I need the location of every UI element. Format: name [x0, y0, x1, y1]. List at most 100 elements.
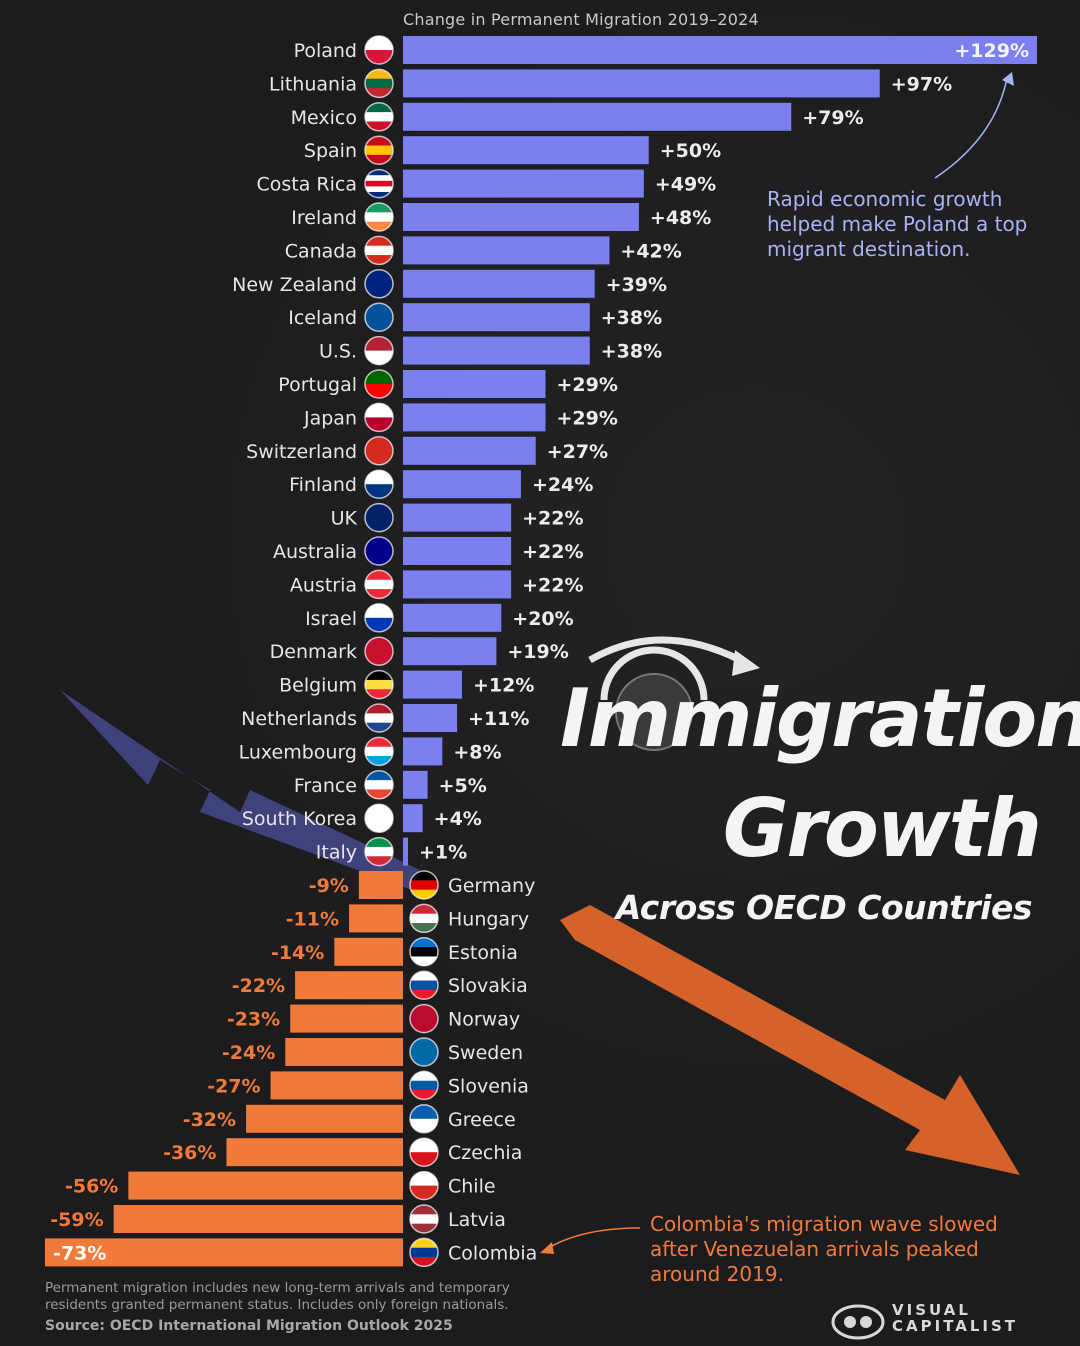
value-label-netherlands: +11%	[468, 708, 529, 730]
flag-icon-belgium	[364, 669, 394, 700]
value-label-uk: +22%	[522, 508, 583, 530]
flag-icon-slovenia	[409, 1070, 439, 1101]
flag-icon-chile	[409, 1170, 439, 1201]
value-label-poland: +129%	[954, 40, 1029, 62]
visual-capitalist-logo: VISUAL CAPITALIST	[830, 1298, 1030, 1342]
colombia-arrowhead-icon	[540, 1242, 554, 1254]
flag-icon-finland	[364, 469, 394, 499]
value-label-south-korea: +4%	[434, 808, 482, 830]
country-label-czechia: Czechia	[448, 1142, 522, 1164]
country-label-new-zealand: New Zealand	[232, 274, 357, 296]
flag-icon-estonia	[409, 937, 439, 967]
bar-luxembourg	[403, 737, 443, 766]
flag-icon-italy	[364, 836, 394, 867]
bar-japan	[403, 403, 546, 432]
value-label-colombia: -73%	[53, 1242, 106, 1264]
value-label-mexico: +79%	[802, 107, 863, 129]
logo-icon	[831, 1304, 885, 1340]
country-label-finland: Finland	[289, 474, 357, 496]
country-label-spain: Spain	[304, 140, 357, 162]
country-label-ireland: Ireland	[291, 207, 357, 229]
country-label-luxembourg: Luxembourg	[239, 741, 357, 763]
flag-icon-hungary	[409, 903, 439, 934]
country-label-estonia: Estonia	[448, 942, 518, 964]
bar-slovenia	[270, 1071, 403, 1100]
globe-arrowhead-icon	[732, 650, 760, 676]
logo-line1: VISUAL	[892, 1301, 971, 1319]
flag-icon-u-s	[364, 335, 394, 366]
value-label-chile: -56%	[65, 1176, 118, 1198]
flag-icon-south-korea	[364, 803, 394, 833]
country-label-israel: Israel	[305, 608, 357, 630]
bar-czechia	[226, 1138, 403, 1167]
globe-curve-icon	[588, 636, 742, 664]
country-label-costa-rica: Costa Rica	[257, 174, 358, 196]
value-label-austria: +22%	[522, 574, 583, 596]
value-label-czechia: -36%	[163, 1142, 216, 1164]
logo-line2: CAPITALIST	[892, 1317, 1019, 1335]
flag-icon-canada	[364, 235, 394, 266]
bar-finland	[403, 470, 521, 499]
main-title-line3: Across OECD Countries	[615, 888, 1033, 927]
country-label-australia: Australia	[273, 541, 357, 563]
globe-icon	[600, 646, 708, 701]
flag-icon-spain	[364, 135, 394, 165]
flag-icon-norway	[409, 1003, 439, 1034]
bar-norway	[290, 1004, 403, 1033]
blue-arrow-icon	[60, 690, 430, 890]
value-label-iceland: +38%	[601, 307, 662, 329]
value-label-finland: +24%	[532, 474, 593, 496]
bar-lithuania	[403, 69, 880, 98]
value-label-hungary: -11%	[286, 908, 339, 930]
country-label-south-korea: South Korea	[242, 808, 357, 830]
flag-icon-czechia	[409, 1137, 439, 1167]
country-label-switzerland: Switzerland	[246, 441, 357, 463]
poland-annotation-arrow	[934, 77, 1008, 179]
bar-germany	[358, 871, 403, 899]
country-label-iceland: Iceland	[288, 307, 357, 329]
country-label-poland: Poland	[294, 40, 357, 62]
value-label-canada: +42%	[620, 240, 681, 262]
value-label-france: +5%	[439, 775, 487, 797]
bar-portugal	[403, 370, 546, 398]
flag-icon-germany	[409, 870, 439, 900]
country-label-mexico: Mexico	[291, 107, 357, 129]
country-label-colombia: Colombia	[448, 1242, 537, 1264]
footnote: Permanent migration includes new long-te…	[45, 1280, 510, 1313]
value-label-israel: +20%	[512, 608, 573, 630]
value-label-costa-rica: +49%	[655, 174, 716, 196]
value-label-latvia: -59%	[50, 1209, 103, 1231]
flag-icon-new-zealand	[364, 269, 394, 299]
flag-icon-slovakia	[409, 970, 439, 1000]
country-label-slovenia: Slovenia	[448, 1075, 529, 1097]
decorative-arrows	[60, 72, 1020, 1254]
flag-icon-netherlands	[364, 703, 394, 733]
poland-annotation: Rapid economic growth helped make Poland…	[767, 187, 1028, 261]
country-label-netherlands: Netherlands	[241, 708, 357, 730]
flag-icon-denmark	[364, 636, 394, 666]
flag-icon-sweden	[409, 1037, 439, 1067]
bar-france	[403, 770, 428, 799]
flag-icon-portugal	[364, 369, 394, 399]
colombia-annotation-arrow	[544, 1227, 641, 1251]
bar-hungary	[349, 904, 403, 933]
value-label-estonia: -14%	[271, 942, 324, 964]
bar-sweden	[285, 1038, 403, 1066]
source: Source: OECD International Migration Out…	[45, 1318, 453, 1334]
bar-canada	[403, 236, 610, 265]
bar-austria	[403, 570, 512, 599]
value-label-italy: +1%	[419, 842, 467, 864]
flag-icon-france	[364, 770, 394, 800]
country-label-belgium: Belgium	[279, 675, 357, 697]
value-label-greece: -32%	[183, 1109, 236, 1131]
country-label-latvia: Latvia	[448, 1209, 506, 1231]
poland-arrowhead-icon	[1002, 72, 1014, 86]
bar-denmark	[403, 637, 497, 666]
bar-south-korea	[403, 804, 423, 833]
flag-icon-australia	[364, 536, 394, 566]
bar-belgium	[403, 670, 462, 699]
bar-israel	[403, 603, 502, 632]
bar-ireland	[403, 203, 639, 231]
value-label-spain: +50%	[660, 140, 721, 162]
globe-outline-icon	[615, 673, 693, 751]
